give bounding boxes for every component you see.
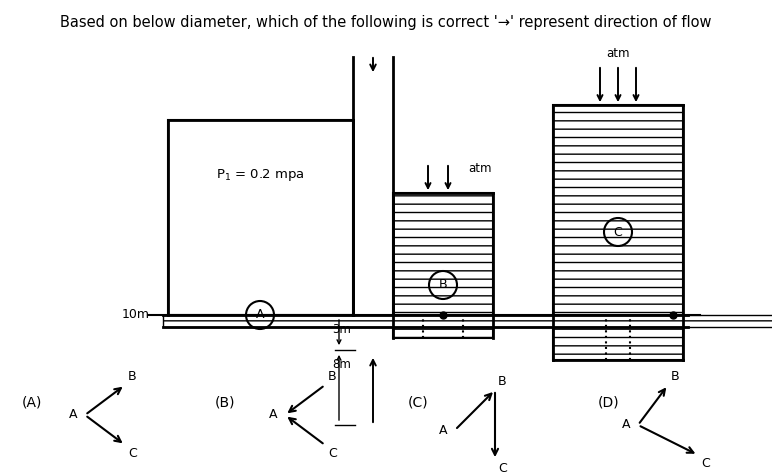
Text: C: C — [498, 462, 506, 475]
Text: C: C — [328, 447, 337, 460]
Text: 10m: 10m — [122, 308, 150, 322]
Text: A: A — [69, 408, 77, 421]
Text: C: C — [128, 447, 137, 460]
Text: (D): (D) — [598, 395, 620, 409]
Bar — [553, 105, 683, 360]
Text: C: C — [701, 457, 709, 470]
Text: B: B — [328, 370, 337, 383]
Text: B: B — [671, 370, 679, 383]
Text: B: B — [128, 370, 137, 383]
Text: $\mathregular{P_1}$ = 0.2 mpa: $\mathregular{P_1}$ = 0.2 mpa — [215, 167, 304, 183]
Text: A: A — [438, 424, 447, 437]
Text: (A): (A) — [22, 395, 42, 409]
Text: 3m: 3m — [332, 323, 351, 336]
Text: Based on below diameter, which of the following is correct '→' represent directi: Based on below diameter, which of the fo… — [60, 15, 712, 30]
Text: 8m: 8m — [332, 358, 351, 371]
Text: B: B — [498, 375, 506, 388]
Bar — [168, 120, 353, 315]
Text: (B): (B) — [215, 395, 235, 409]
Bar — [393, 193, 493, 338]
Text: A: A — [621, 418, 630, 431]
Text: C: C — [614, 226, 622, 238]
Text: B: B — [438, 278, 447, 292]
Text: A: A — [269, 408, 277, 421]
Bar — [163, 315, 772, 327]
Text: (C): (C) — [408, 395, 428, 409]
Text: A: A — [256, 308, 264, 322]
Text: atm: atm — [468, 162, 492, 174]
Text: atm: atm — [606, 47, 630, 60]
